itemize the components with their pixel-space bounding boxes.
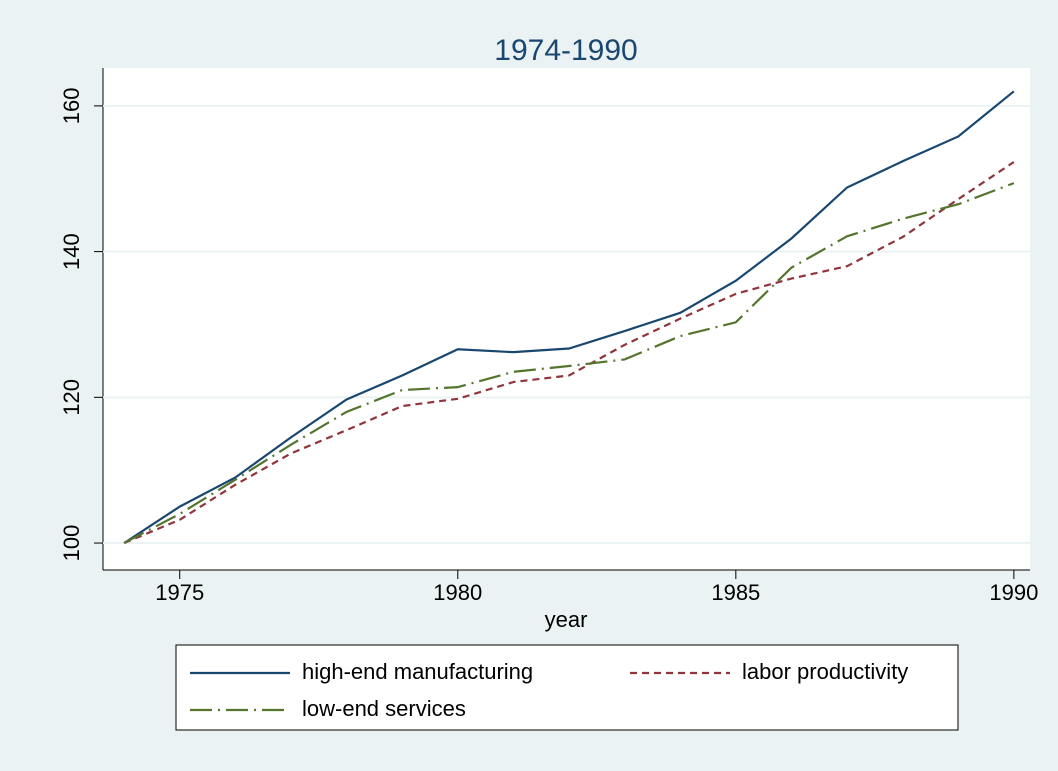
x-tick-label: 1990 xyxy=(989,580,1038,605)
x-tick-label: 1980 xyxy=(433,580,482,605)
series-line xyxy=(123,182,1015,545)
legend-label: labor productivity xyxy=(742,659,908,684)
legend xyxy=(175,644,959,731)
x-tick-label: 1985 xyxy=(711,580,760,605)
y-tick-label: 100 xyxy=(59,525,84,562)
series-line xyxy=(123,90,1015,544)
legend-label: high-end manufacturing xyxy=(302,659,533,684)
chart-title: 1974-1990 xyxy=(494,34,637,67)
x-axis-label: year xyxy=(545,607,588,632)
x-tick-label: 1975 xyxy=(155,580,204,605)
legend-label: low-end services xyxy=(302,696,466,721)
y-tick-label: 160 xyxy=(59,88,84,125)
plot-area xyxy=(103,68,1030,570)
series-line xyxy=(123,161,1015,545)
y-tick-label: 140 xyxy=(59,233,84,270)
y-tick-label: 120 xyxy=(59,379,84,416)
